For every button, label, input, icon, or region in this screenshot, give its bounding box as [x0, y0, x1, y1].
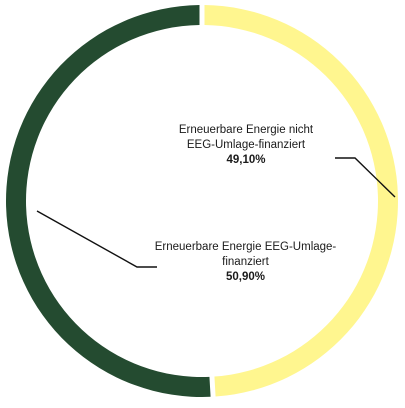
- slice-eeg: [6, 5, 211, 397]
- slice-value-eeg: 50,90%: [225, 271, 265, 283]
- slice-value-non-eeg: 49,10%: [226, 154, 266, 166]
- leader-line-eeg: [36, 210, 157, 268]
- slice-label-eeg: Erneuerbare Energie EEG-Umlage-finanzier…: [154, 241, 337, 268]
- data-label-non-eeg: Erneuerbare Energie nicht EEG-Umlage-fin…: [178, 123, 314, 168]
- slice-non-eeg: [204, 5, 398, 397]
- slice-label-non-eeg: Erneuerbare Energie nicht EEG-Umlage-fin…: [178, 124, 314, 151]
- data-label-eeg: Erneuerbare Energie EEG-Umlage-finanzier…: [148, 240, 343, 285]
- leader-line-non-eeg: [335, 157, 396, 198]
